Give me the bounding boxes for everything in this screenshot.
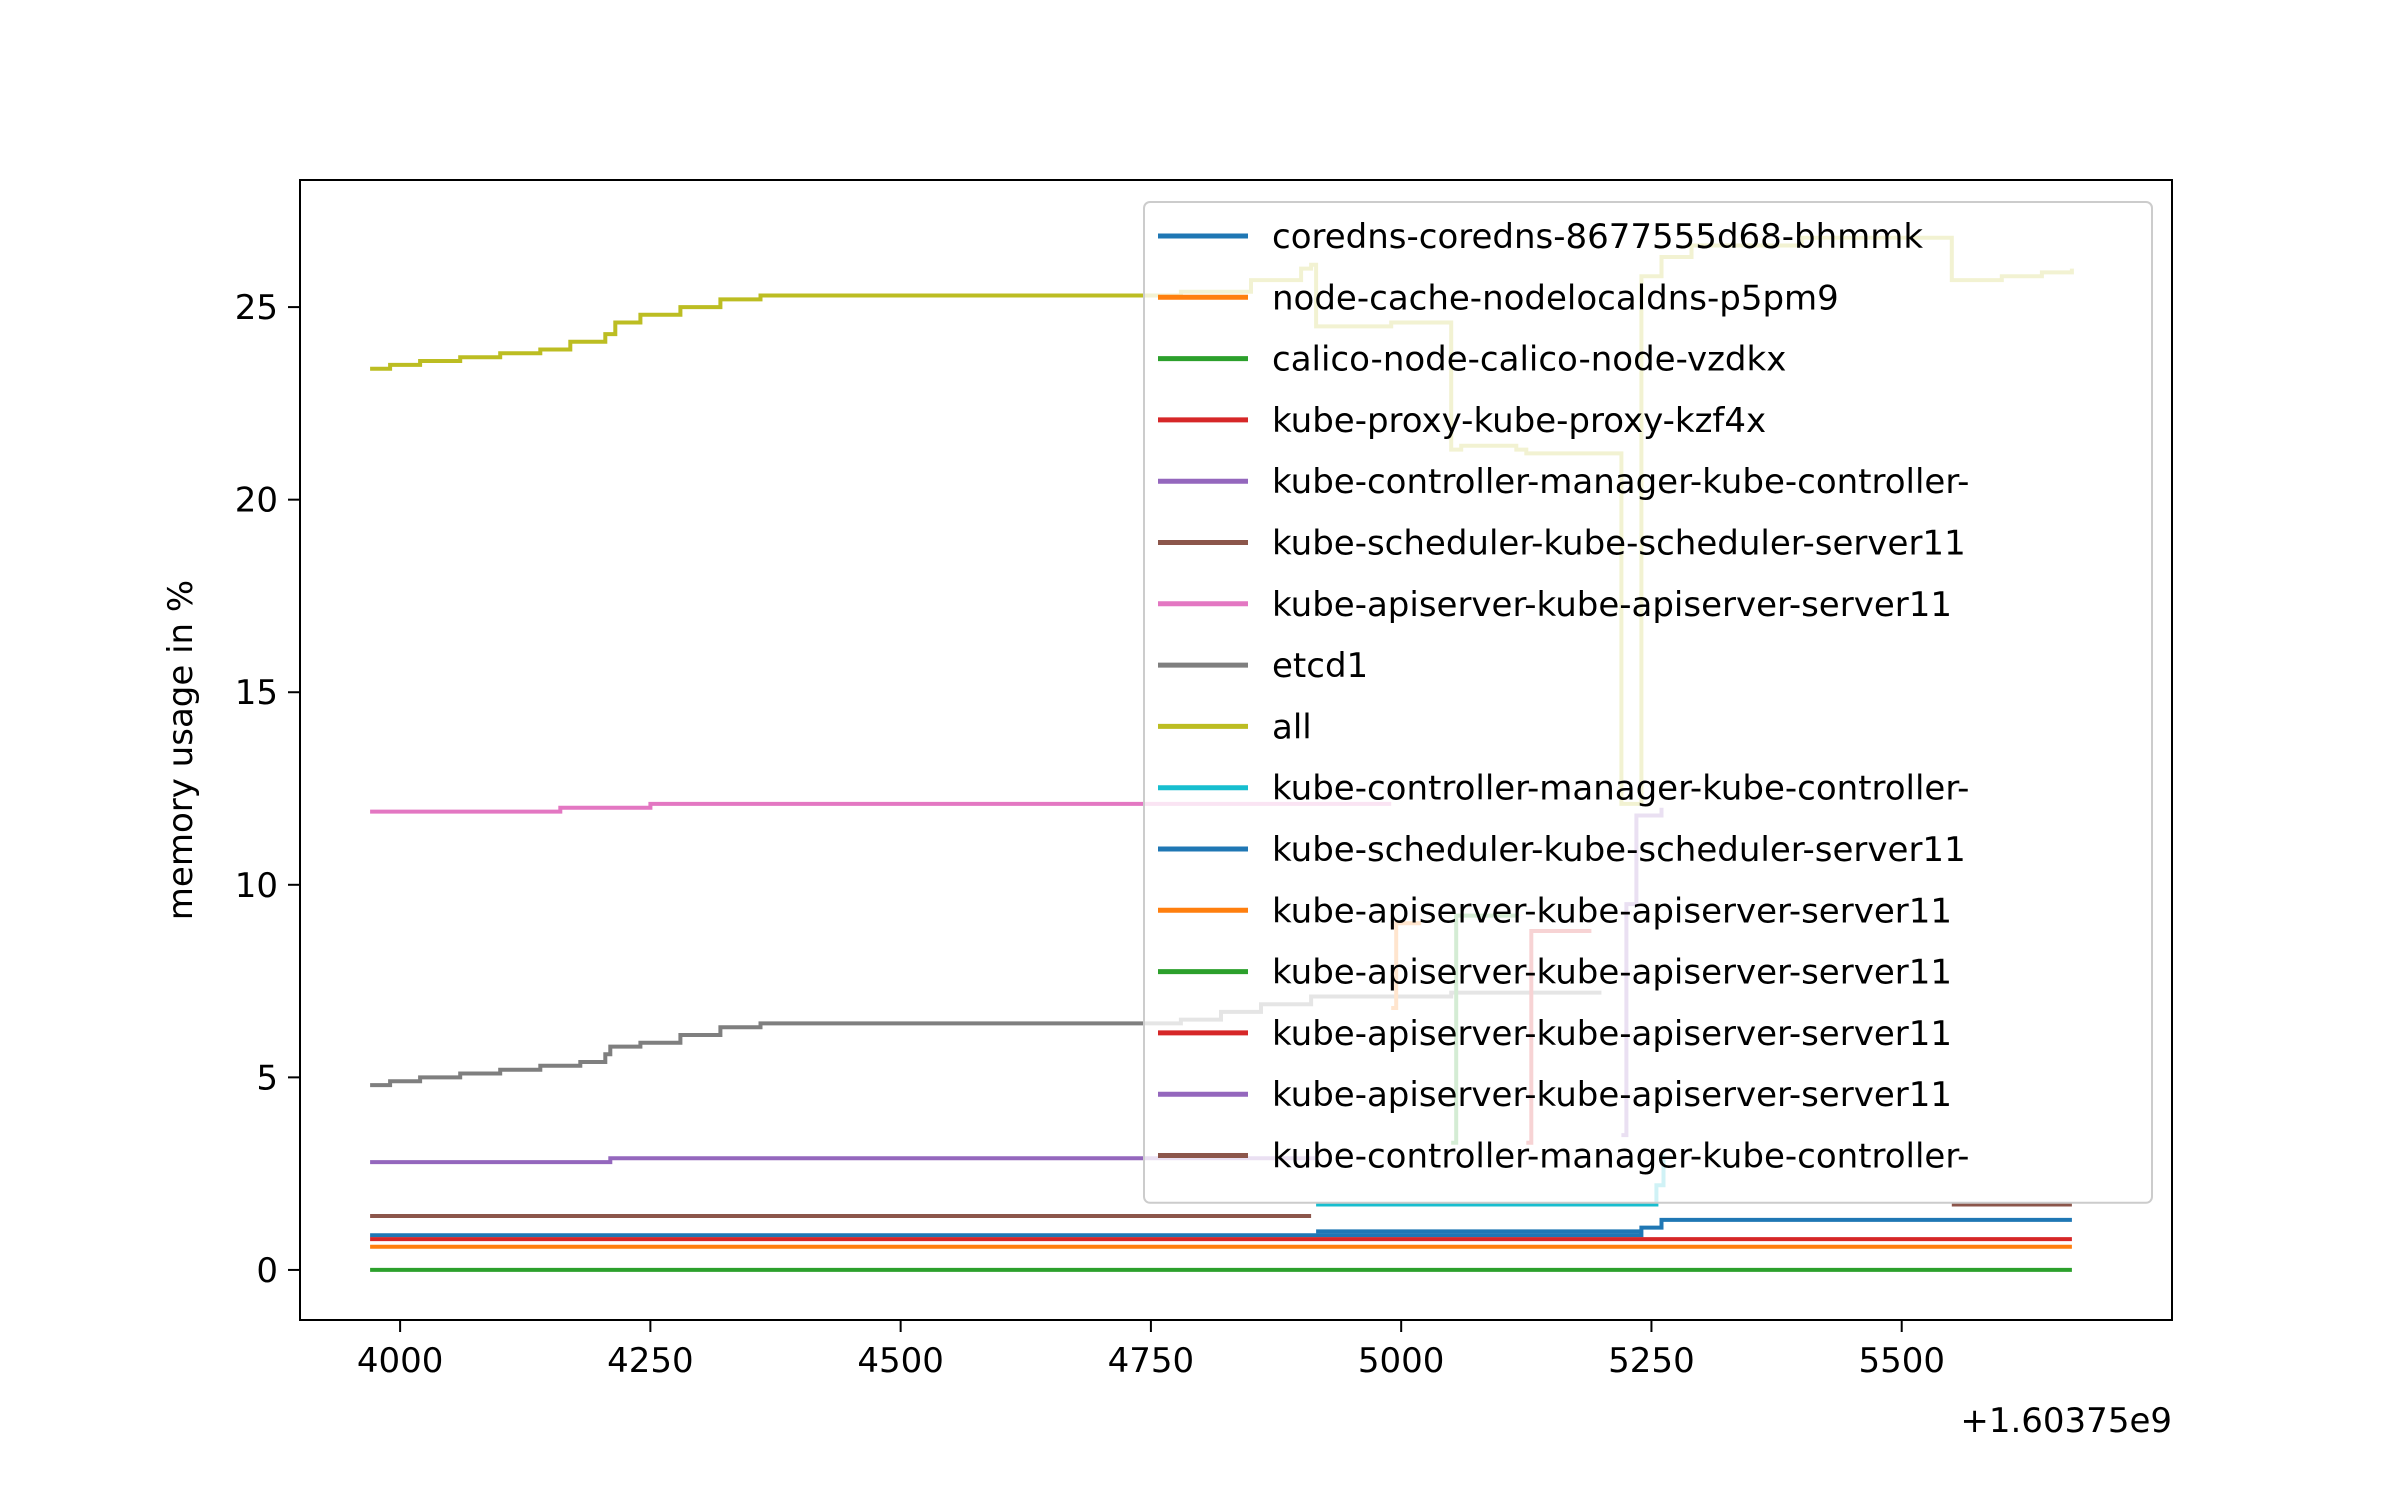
legend-label: kube-apiserver-kube-apiserver-server11: [1272, 585, 1952, 625]
y-tick-label: 0: [256, 1251, 278, 1291]
x-tick-label: 5250: [1608, 1341, 1695, 1381]
legend-label: kube-controller-manager-kube-controller-: [1272, 769, 1969, 809]
legend-label: kube-proxy-kube-proxy-kzf4x: [1272, 401, 1766, 441]
x-tick-label: 4250: [607, 1341, 694, 1381]
y-tick-label: 10: [235, 866, 278, 906]
x-tick-label: 4750: [1108, 1341, 1195, 1381]
legend-label: kube-apiserver-kube-apiserver-server11: [1272, 1014, 1952, 1054]
x-tick-label: 4500: [857, 1341, 944, 1381]
legend-label: kube-scheduler-kube-scheduler-server11: [1272, 830, 1966, 870]
y-tick-label: 25: [235, 288, 278, 328]
series-line-5: [370, 1156, 1317, 1165]
y-axis-ticks: 0 5 10 15 20 25: [235, 288, 300, 1291]
x-tick-label: 5000: [1358, 1341, 1445, 1381]
legend-label: kube-controller-manager-kube-controller-: [1272, 462, 1969, 502]
x-tick-label: 4000: [357, 1341, 444, 1381]
legend-label: calico-node-calico-node-vzdkx: [1272, 340, 1786, 380]
y-tick-label: 15: [235, 673, 278, 713]
legend-label: kube-apiserver-kube-apiserver-server11: [1272, 1075, 1952, 1115]
legend-label: kube-apiserver-kube-apiserver-server11: [1272, 891, 1952, 931]
legend-label: kube-controller-manager-kube-controller-: [1272, 1137, 1969, 1177]
axes-frame: [299, 179, 2173, 1321]
legend-label: all: [1272, 707, 1312, 747]
x-axis-offset-label: +1.60375e9: [1960, 1401, 2172, 1441]
legend-label: kube-apiserver-kube-apiserver-server11: [1272, 953, 1952, 993]
legend: coredns-coredns-8677555d68-bhmmk node-cac…: [1143, 201, 2153, 1204]
x-tick-label: 5500: [1858, 1341, 1945, 1381]
legend-label: coredns-coredns-8677555d68-bhmmk: [1272, 217, 1923, 257]
y-tick-label: 20: [235, 481, 278, 521]
x-axis-ticks: 4000 4250 4500 4750 5000 5250 5500: [357, 1320, 1945, 1381]
y-axis-label: memory usage in %: [161, 580, 201, 920]
legend-box: [1143, 201, 2153, 1204]
legend-label: kube-scheduler-kube-scheduler-server11: [1272, 524, 1966, 564]
legend-label: etcd1: [1272, 646, 1368, 686]
series-line-7: [370, 801, 1392, 814]
y-tick-label: 5: [256, 1058, 278, 1098]
legend-label: node-cache-nodelocaldns-p5pm9: [1272, 278, 1839, 318]
